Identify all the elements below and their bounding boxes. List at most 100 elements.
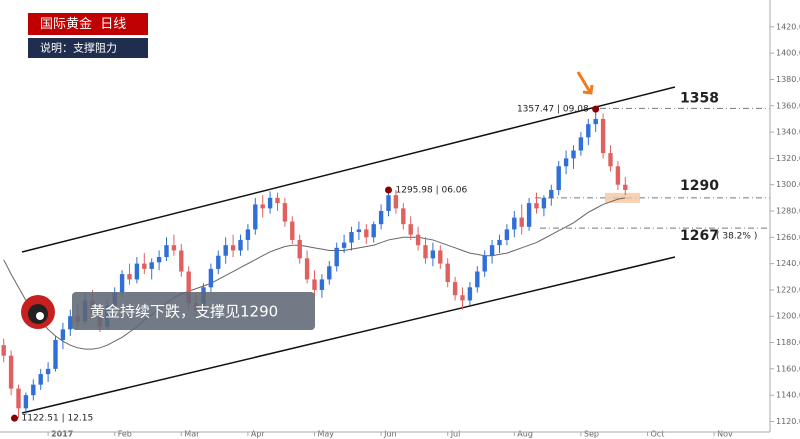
candle-body <box>1 345 6 356</box>
candle-body <box>600 118 606 154</box>
candle-body <box>319 279 325 290</box>
candle-body <box>452 282 458 296</box>
y-tick-label: 1420.00 <box>776 22 800 31</box>
level-label: 1358 <box>680 90 719 106</box>
candle-body <box>312 279 317 290</box>
candle-body <box>253 204 258 230</box>
candle-body <box>208 268 214 288</box>
x-tick-label: Jun <box>383 430 397 439</box>
y-tick-label: 1300.00 <box>776 180 800 189</box>
y-tick-label: 1180.00 <box>776 338 800 347</box>
candle-body <box>445 263 450 283</box>
y-tick-label: 1380.00 <box>776 75 800 84</box>
note-label: 1295.98 | 06.06 <box>396 185 468 195</box>
x-tick-label: Apr <box>251 430 266 439</box>
y-tick-label: 1280.00 <box>776 207 800 216</box>
candle-body <box>467 287 473 301</box>
candle-body <box>608 153 613 167</box>
y-tick-label: 1340.00 <box>776 128 800 137</box>
level-label: 1267 <box>680 228 719 244</box>
candle-body <box>593 118 598 125</box>
candle-body <box>31 384 36 396</box>
chart-title: 国际黄金 日线 <box>40 16 126 32</box>
candle-body <box>179 250 184 272</box>
candle-body <box>230 245 236 251</box>
channel-lower <box>21 256 676 414</box>
chart-subtitle: 说明：支撑阻力 <box>40 41 117 55</box>
candle-body <box>245 229 251 240</box>
candle-body <box>290 221 295 240</box>
candle-body <box>497 239 502 246</box>
candle-body <box>408 224 413 235</box>
candle-body <box>171 245 177 251</box>
level-note: ( 38.2% ) <box>716 232 757 242</box>
note-label: 1122.51 | 12.15 <box>22 414 94 424</box>
candle-body <box>393 195 399 209</box>
candle-body <box>438 250 443 264</box>
channel-upper <box>21 86 676 253</box>
candle-body <box>534 203 539 209</box>
candle-body <box>60 329 66 340</box>
title-box <box>28 13 148 35</box>
candle-body <box>45 368 51 375</box>
x-tick-label: Aug <box>517 430 533 439</box>
candle-body <box>16 388 21 409</box>
plot: 1120.00 1140.00 1160.00 1180.00 1200.00 1220.… <box>1 22 800 439</box>
candle-body <box>460 295 465 301</box>
candle-body <box>526 203 532 227</box>
candle-body <box>68 316 73 330</box>
candle-body <box>134 263 140 280</box>
candle-body <box>223 245 228 256</box>
candle-body <box>23 395 29 409</box>
y-tick-label: 1260.00 <box>776 233 800 242</box>
candle-body <box>164 245 169 258</box>
candle-body <box>334 247 339 267</box>
candle-body <box>578 137 584 151</box>
candle-body <box>282 203 288 222</box>
candle-body <box>38 374 43 385</box>
candle-body <box>504 229 510 240</box>
candle-body <box>349 232 354 243</box>
candle-body <box>549 189 554 198</box>
candle-body <box>512 217 517 230</box>
candle-body <box>297 239 302 259</box>
y-tick-label: 1400.00 <box>776 49 800 58</box>
candle-body <box>378 211 384 225</box>
candle-body <box>53 339 58 369</box>
candle-body <box>489 245 495 256</box>
moving-average <box>3 197 626 350</box>
candle-body <box>156 257 162 263</box>
candle-body <box>119 274 125 293</box>
candle-body <box>341 242 347 248</box>
candle-body <box>401 208 406 225</box>
candle-body <box>149 262 154 269</box>
candle-body <box>327 266 332 280</box>
y-tick-label: 1120.00 <box>776 417 800 426</box>
candle-body <box>364 229 369 238</box>
candle-body <box>586 124 591 138</box>
x-tick-label: Jul <box>450 430 461 439</box>
x-tick-label: 2017 <box>51 430 73 439</box>
arrow <box>576 71 594 95</box>
extreme-marker <box>11 414 18 422</box>
y-tick-label: 1240.00 <box>776 259 800 268</box>
callout-text: 黄金持续下跌，支撑见1290 <box>90 303 278 321</box>
candle-body <box>563 158 569 167</box>
candle-body <box>519 217 524 227</box>
y-tick-label: 1320.00 <box>776 154 800 163</box>
extreme-marker <box>592 105 600 113</box>
candle-body <box>186 271 191 304</box>
y-tick-label: 1200.00 <box>776 312 800 321</box>
logo <box>21 295 55 329</box>
y-tick-label: 1160.00 <box>776 364 800 373</box>
x-tick-label: Mar <box>184 430 200 439</box>
x-tick-label: Feb <box>118 430 132 439</box>
candle-body <box>571 150 576 159</box>
candle-body <box>482 255 487 272</box>
y-tick-label: 1360.00 <box>776 101 800 110</box>
candle-body <box>260 204 265 209</box>
candle-body <box>216 255 221 269</box>
subtitle-box <box>28 38 148 58</box>
note-label: 1357.47 | 09.08 <box>517 105 589 115</box>
